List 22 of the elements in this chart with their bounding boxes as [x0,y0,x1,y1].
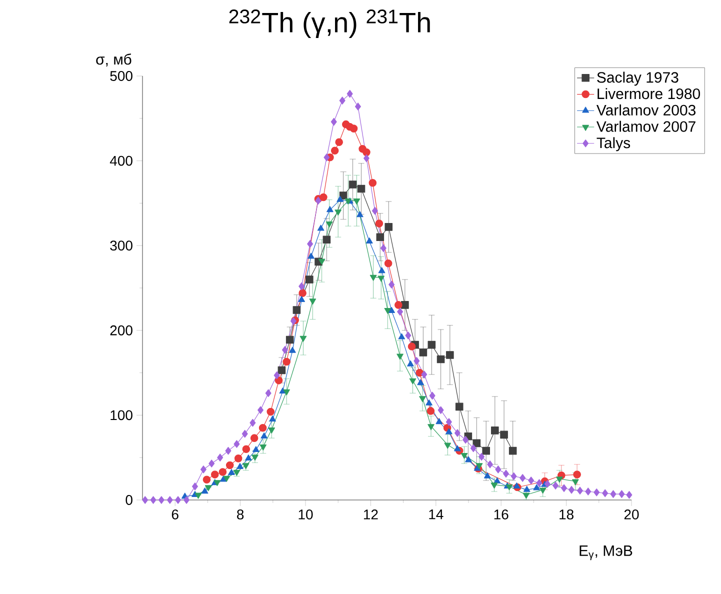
x-tick-label: 14 [429,510,444,520]
y-tick-label: 200 [110,325,132,336]
x-tick-label: 8 [237,510,244,520]
x-tick-label: 10 [298,510,313,520]
y-tick-label: 0 [126,495,132,505]
x-tick-label: 18 [560,510,574,520]
y-tick-label: 500 [110,71,132,81]
chart-title: $^{232}$Th (γ,n) $^{231}$Th [229,10,430,38]
legend-label: Talys [596,137,630,152]
legend-label: Varlamov 2007 [596,120,696,132]
x-tick-label: 6 [172,510,178,520]
legend-label: Livermore 1980 [598,88,700,100]
x-axis-title: E$_{γ}$, МэВ [580,546,632,560]
x-tick-label: 16 [494,510,508,520]
y-tick-label: 300 [110,240,132,251]
x-tick-label: 20 [624,510,639,520]
y-axis-title: σ, мб [96,54,132,66]
y-tick-label: 100 [110,410,132,420]
legend-label: Varlamov 2003 [596,104,696,116]
legend-label: Saclay 1973 [597,72,678,86]
x-tick-label: 12 [364,510,378,520]
y-tick-label: 400 [110,156,132,166]
